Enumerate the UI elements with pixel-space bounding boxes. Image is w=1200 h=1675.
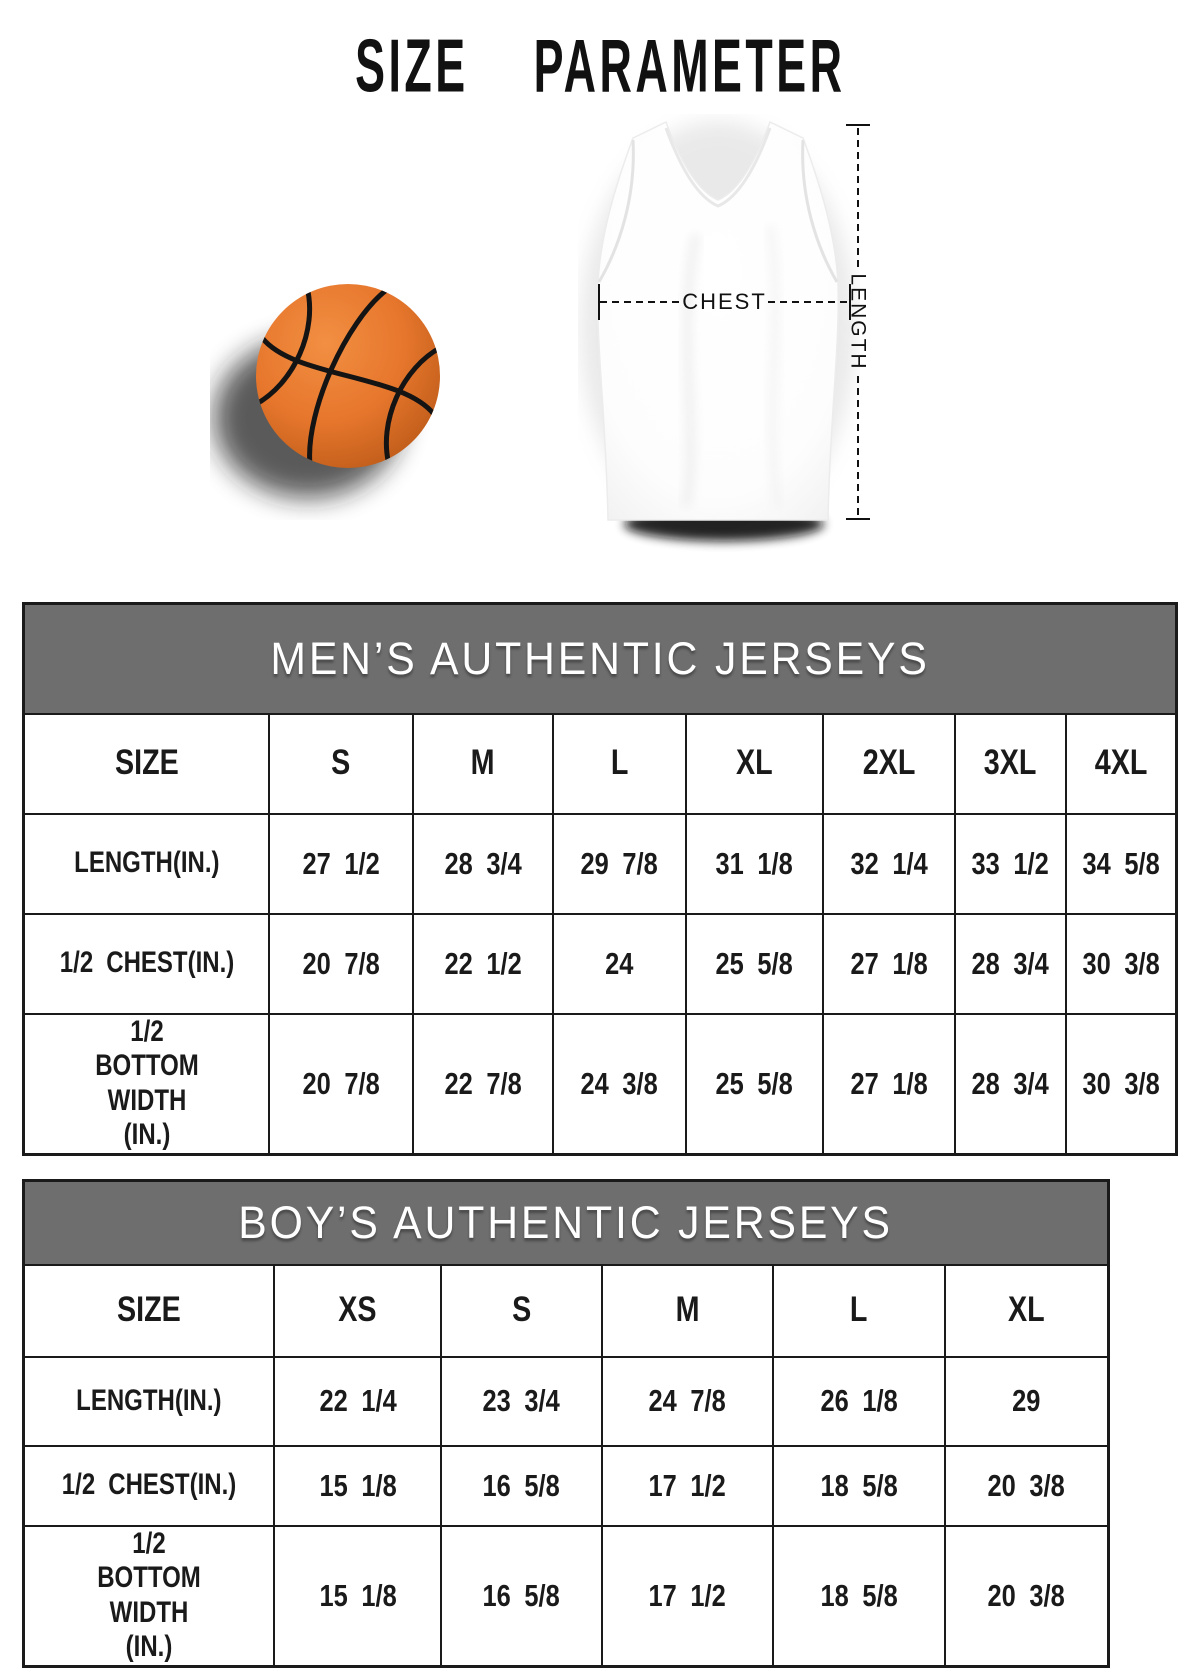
size-value: 16 5/8: [440, 1444, 603, 1527]
size-value: 22 1/2: [411, 912, 555, 1015]
table-row: LENGTH(IN.) 22 1/4 23 3/4 24 7/8 26 1/8 …: [22, 1355, 1110, 1447]
table-title-row: MEN’S AUTHENTIC JERSEYS: [22, 602, 1178, 715]
size-value: 33 1/2: [954, 812, 1067, 915]
length-dashed-line-bottom: [857, 376, 859, 516]
column-header: M: [411, 712, 555, 815]
jersey-illustration: [578, 114, 860, 552]
column-header: L: [552, 712, 687, 815]
row-label: LENGTH(IN.): [22, 812, 271, 915]
row-label: 1/2 BOTTOM WIDTH (IN.): [22, 1012, 271, 1155]
length-top-tick: [846, 124, 870, 126]
size-value: 16 5/8: [440, 1524, 603, 1667]
size-value: 31 1/8: [684, 812, 824, 915]
size-value: 18 5/8: [772, 1524, 946, 1667]
size-value: 23 3/4: [440, 1355, 603, 1447]
page-title-text: SIZE PARAMETER: [354, 23, 846, 109]
size-value: 20 7/8: [268, 912, 414, 1015]
size-value: 20 3/8: [943, 1524, 1110, 1667]
size-value: 30 3/8: [1064, 1012, 1178, 1155]
chest-right-tick: [849, 284, 851, 320]
size-value: 25 5/8: [684, 1012, 824, 1155]
table-header-row: SIZE XS S M L XL: [22, 1263, 1110, 1358]
boys-size-table: BOY’S AUTHENTIC JERSEYS SIZE XS S M L XL…: [22, 1179, 1110, 1668]
chest-dashed-line-left: [600, 301, 682, 303]
size-value: 20 7/8: [268, 1012, 414, 1155]
boys-table-title: BOY’S AUTHENTIC JERSEYS: [238, 1196, 894, 1248]
size-value: 27 1/2: [268, 812, 414, 915]
table-row: 1/2 CHEST(IN.) 20 7/8 22 1/2 24 25 5/8 2…: [22, 912, 1178, 1015]
size-value: 17 1/2: [600, 1524, 775, 1667]
column-header: XL: [684, 712, 824, 815]
basketball-icon: [214, 284, 445, 498]
size-value: 24 7/8: [600, 1355, 775, 1447]
table-title-row: BOY’S AUTHENTIC JERSEYS: [22, 1179, 1110, 1266]
size-value: 24: [552, 912, 687, 1015]
size-value: 22 1/4: [273, 1355, 443, 1447]
chest-left-tick: [598, 284, 600, 320]
size-value: 26 1/8: [772, 1355, 946, 1447]
size-value: 17 1/2: [600, 1444, 775, 1527]
column-header: S: [440, 1263, 603, 1358]
row-label: 1/2 BOTTOM WIDTH (IN.): [22, 1524, 276, 1667]
size-value: 15 1/8: [273, 1524, 443, 1667]
chest-dimension-line: CHEST: [598, 284, 851, 320]
column-header: 3XL: [954, 712, 1067, 815]
column-header: XL: [943, 1263, 1110, 1358]
mens-size-table: MEN’S AUTHENTIC JERSEYS SIZE S M L XL 2X…: [22, 602, 1178, 1156]
column-header: M: [600, 1263, 775, 1358]
column-header: 2XL: [821, 712, 957, 815]
size-value: 28 3/4: [411, 812, 555, 915]
column-header: SIZE: [22, 712, 271, 815]
size-value: 24 3/8: [552, 1012, 687, 1155]
length-label: LENGTH: [847, 273, 870, 371]
boys-table-title-band: BOY’S AUTHENTIC JERSEYS: [22, 1179, 1110, 1266]
size-value: 18 5/8: [772, 1444, 946, 1527]
jersey-image: [580, 120, 856, 541]
column-header: SIZE: [22, 1263, 276, 1358]
page-title: SIZE PARAMETER: [0, 22, 1200, 108]
table-header-row: SIZE S M L XL 2XL 3XL 4XL: [22, 712, 1178, 815]
column-header: 4XL: [1064, 712, 1178, 815]
column-header: S: [268, 712, 414, 815]
size-value: 20 3/8: [943, 1444, 1110, 1527]
size-value: 28 3/4: [954, 1012, 1067, 1155]
column-header: XS: [273, 1263, 443, 1358]
table-row: LENGTH(IN.) 27 1/2 28 3/4 29 7/8 31 1/8 …: [22, 812, 1178, 915]
table-row: 1/2 BOTTOM WIDTH (IN.) 20 7/8 22 7/8 24 …: [22, 1012, 1178, 1155]
row-label: LENGTH(IN.): [22, 1355, 276, 1447]
size-value: 29 7/8: [552, 812, 687, 915]
mens-table-title-band: MEN’S AUTHENTIC JERSEYS: [22, 602, 1178, 715]
length-dashed-line-top: [857, 128, 859, 268]
mens-table-title: MEN’S AUTHENTIC JERSEYS: [270, 632, 930, 684]
size-value: 32 1/4: [821, 812, 957, 915]
size-value: 27 1/8: [821, 1012, 957, 1155]
length-dimension-line: LENGTH: [844, 124, 872, 520]
size-value: 22 7/8: [411, 1012, 555, 1155]
size-value: 30 3/8: [1064, 912, 1178, 1015]
row-label: 1/2 CHEST(IN.): [22, 912, 271, 1015]
size-value: 34 5/8: [1064, 812, 1178, 915]
chest-dashed-line-right: [767, 301, 849, 303]
basketball-illustration: [210, 268, 470, 520]
length-label-box: LENGTH: [809, 270, 906, 374]
length-bottom-tick: [846, 518, 870, 520]
table-row: 1/2 BOTTOM WIDTH (IN.) 15 1/8 16 5/8 17 …: [22, 1524, 1110, 1667]
size-value: 29: [943, 1355, 1110, 1447]
size-value: 15 1/8: [273, 1444, 443, 1527]
chest-label: CHEST: [682, 289, 767, 314]
size-value: 27 1/8: [821, 912, 957, 1015]
table-row: 1/2 CHEST(IN.) 15 1/8 16 5/8 17 1/2 18 5…: [22, 1444, 1110, 1527]
row-label: 1/2 CHEST(IN.): [22, 1444, 276, 1527]
size-value: 28 3/4: [954, 912, 1067, 1015]
column-header: L: [772, 1263, 946, 1358]
size-value: 25 5/8: [684, 912, 824, 1015]
